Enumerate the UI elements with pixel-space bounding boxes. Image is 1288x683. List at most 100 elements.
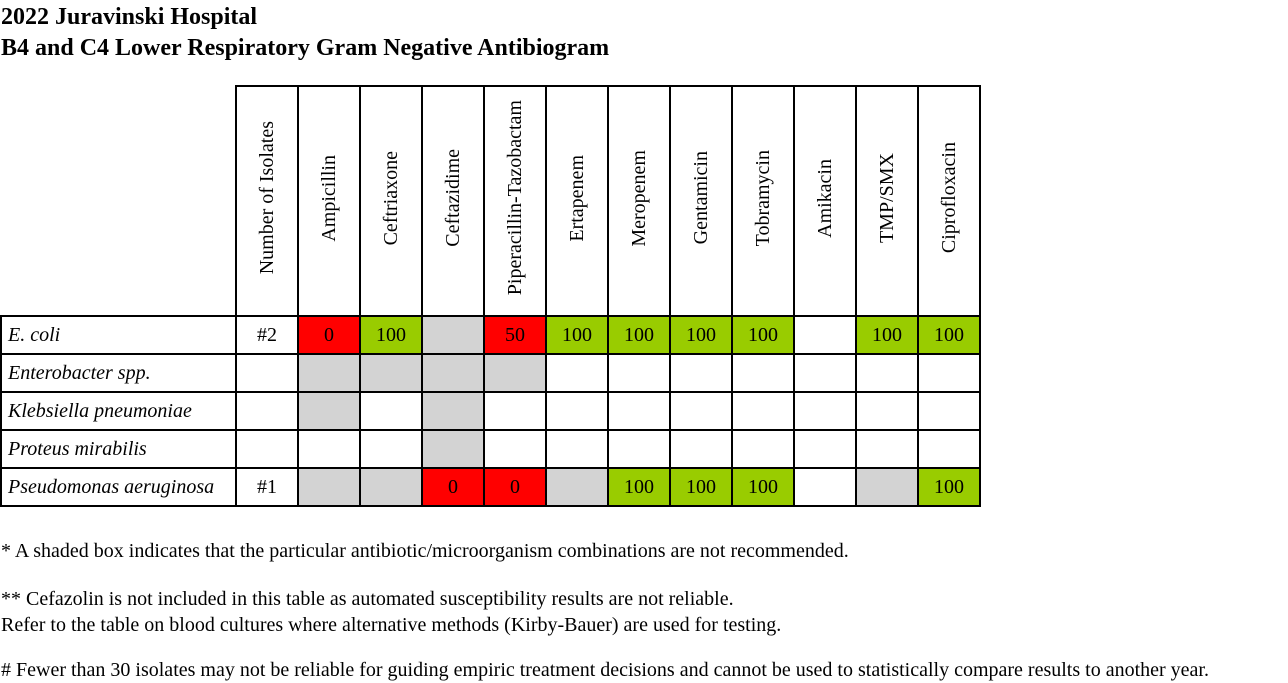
table-row: Klebsiella pneumoniae	[0, 391, 981, 431]
column-header-label: Ertapenem	[566, 154, 588, 242]
table-cell	[917, 391, 981, 431]
table-cell	[607, 391, 671, 431]
table-cell	[793, 353, 857, 393]
table-cell	[297, 353, 361, 393]
table-cell	[917, 353, 981, 393]
table-cell	[545, 429, 609, 469]
table-cell	[421, 353, 485, 393]
table-cell	[297, 429, 361, 469]
table-cell: 100	[545, 315, 609, 355]
column-header-label: Ciprofloxacin	[938, 142, 960, 254]
table-cell	[235, 429, 299, 469]
footnote-blood-cultures: Refer to the table on blood cultures whe…	[1, 614, 782, 636]
column-header: Ertapenem	[545, 85, 609, 317]
header-corner	[1, 86, 236, 316]
column-header: Ampicillin	[297, 85, 361, 317]
table-cell	[731, 429, 795, 469]
table-cell: #1	[235, 467, 299, 507]
table-cell	[421, 429, 485, 469]
table-cell	[731, 391, 795, 431]
page-title: 2022 Juravinski Hospital	[1, 4, 258, 30]
column-header: Amikacin	[793, 85, 857, 317]
table-cell	[421, 391, 485, 431]
antibiogram-table: Number of Isolates Ampicillin Ceftriaxon…	[0, 85, 981, 507]
page-subtitle: B4 and C4 Lower Respiratory Gram Negativ…	[1, 35, 610, 61]
column-header-label: Amikacin	[814, 158, 836, 238]
table-cell	[855, 353, 919, 393]
table-cell	[297, 391, 361, 431]
table-cell: 100	[855, 315, 919, 355]
table-cell	[235, 391, 299, 431]
table-cell: 100	[669, 467, 733, 507]
table-cell: 100	[731, 315, 795, 355]
table-cell: 100	[917, 315, 981, 355]
table-cell	[483, 429, 547, 469]
column-header: Tobramycin	[731, 85, 795, 317]
table-cell	[607, 429, 671, 469]
table-cell	[669, 391, 733, 431]
table-cell	[731, 353, 795, 393]
table-cell	[793, 429, 857, 469]
table-cell	[855, 391, 919, 431]
table-cell	[855, 429, 919, 469]
column-header: Ceftazidime	[421, 85, 485, 317]
organism-name: Proteus mirabilis	[0, 429, 237, 469]
table-cell	[793, 467, 857, 507]
table-cell: 0	[297, 315, 361, 355]
footnote-isolates: # Fewer than 30 isolates may not be reli…	[1, 659, 1209, 681]
column-header: Number of Isolates	[235, 85, 299, 317]
table-cell	[421, 315, 485, 355]
table-cell	[855, 467, 919, 507]
column-header-label: Gentamicin	[690, 151, 712, 245]
table-cell: 0	[483, 467, 547, 507]
column-header: Ceftriaxone	[359, 85, 423, 317]
organism-name: Klebsiella pneumoniae	[0, 391, 237, 431]
table-cell: 0	[421, 467, 485, 507]
table-cell	[359, 429, 423, 469]
column-header-label: Ampicillin	[318, 154, 340, 242]
table-row: Enterobacter spp.	[0, 353, 981, 393]
column-header-label: Tobramycin	[752, 149, 774, 247]
column-header-label: Number of Isolates	[256, 121, 278, 275]
table-cell	[297, 467, 361, 507]
table-cell	[793, 315, 857, 355]
table-cell: 100	[359, 315, 423, 355]
table-cell	[359, 467, 423, 507]
footnote-cefazolin: ** Cefazolin is not included in this tab…	[1, 588, 734, 610]
column-header: TMP/SMX	[855, 85, 919, 317]
table-cell	[607, 353, 671, 393]
table-cell	[545, 353, 609, 393]
table-row: Pseudomonas aeruginosa #1 0 0 100 100 10…	[0, 467, 981, 507]
footnote-shaded: * A shaded box indicates that the partic…	[1, 540, 849, 562]
table-cell: #2	[235, 315, 299, 355]
column-header-label: Meropenem	[628, 149, 650, 247]
column-header-label: TMP/SMX	[876, 152, 898, 244]
table-cell: 100	[917, 467, 981, 507]
table-cell	[793, 391, 857, 431]
column-header-label: Ceftriaxone	[380, 150, 402, 246]
column-header-label: Piperacillin-Tazobactam	[504, 100, 526, 296]
column-header: Piperacillin-Tazobactam	[483, 85, 547, 317]
table-cell	[669, 353, 733, 393]
table-cell	[359, 391, 423, 431]
header-row: Number of Isolates Ampicillin Ceftriaxon…	[1, 85, 981, 317]
table-cell	[235, 353, 299, 393]
table-row: Proteus mirabilis	[0, 429, 981, 469]
organism-name: E. coli	[0, 315, 237, 355]
table-cell	[669, 429, 733, 469]
organism-name: Pseudomonas aeruginosa	[0, 467, 237, 507]
table-cell	[917, 429, 981, 469]
column-header: Gentamicin	[669, 85, 733, 317]
column-header-label: Ceftazidime	[442, 149, 464, 247]
table-cell: 100	[731, 467, 795, 507]
table-cell	[545, 391, 609, 431]
organism-name: Enterobacter spp.	[0, 353, 237, 393]
table-cell	[545, 467, 609, 507]
table-cell: 50	[483, 315, 547, 355]
table-cell: 100	[669, 315, 733, 355]
table-cell: 100	[607, 315, 671, 355]
table-cell	[483, 391, 547, 431]
column-header: Meropenem	[607, 85, 671, 317]
table-row: E. coli #2 0 100 50 100 100 100 100 100 …	[0, 315, 981, 355]
table-cell	[359, 353, 423, 393]
